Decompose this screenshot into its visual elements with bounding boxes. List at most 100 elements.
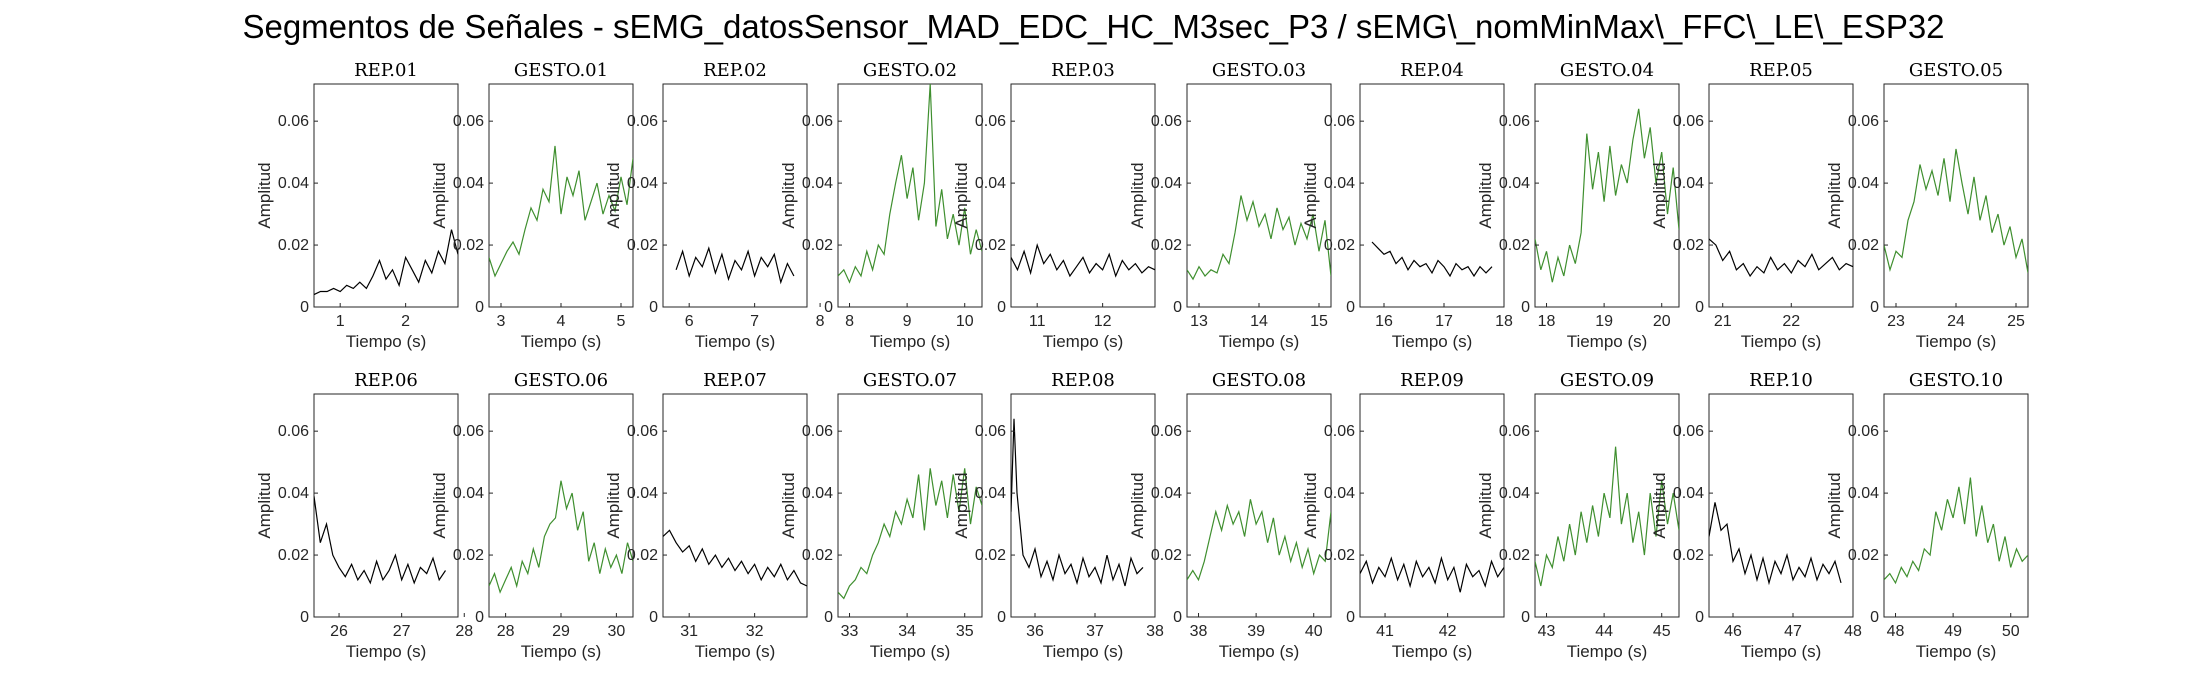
y-tick-label: 0.02: [802, 547, 833, 564]
y-tick-label: 0: [997, 609, 1006, 626]
y-tick-label: 0.06: [278, 113, 309, 130]
y-tick-label: 0.02: [1499, 547, 1530, 564]
y-axis-label: Amplitud: [779, 162, 798, 228]
y-tick-label: 0.06: [1848, 423, 1879, 440]
x-tick-label: 5: [617, 313, 626, 330]
subplot-gesto-09: 0 0.02 0.04 0.06 43 44 45 GESTO.09 Tiempo (s) Amp…: [1476, 370, 1680, 661]
y-tick-label: 0: [475, 609, 484, 626]
y-axis-label: Amplitud: [952, 472, 971, 538]
y-tick-label: 0.04: [1324, 175, 1355, 192]
y-tick-label: 0: [475, 299, 484, 316]
y-tick-label: 0.06: [453, 423, 484, 440]
y-tick-label: 0.02: [1151, 237, 1182, 254]
x-axis-label: Tiempo (s): [870, 332, 951, 351]
y-tick-label: 0.06: [1848, 113, 1879, 130]
signal-line: [489, 480, 633, 594]
axes-box: [488, 393, 634, 618]
y-tick-label: 0.02: [1151, 547, 1182, 564]
signal-line: [1187, 499, 1331, 582]
y-tick-label: 0.06: [802, 113, 833, 130]
subplot-title: GESTO.06: [514, 370, 608, 391]
y-tick-label: 0: [1695, 609, 1704, 626]
y-tick-label: 0.04: [453, 175, 484, 192]
signal-line: [1884, 477, 2028, 585]
x-tick-label: 16: [1375, 313, 1393, 330]
x-tick-label: 37: [1086, 623, 1104, 640]
y-tick-label: 0.06: [1673, 113, 1704, 130]
x-tick-label: 38: [1146, 623, 1164, 640]
y-tick-label: 0.04: [1848, 485, 1879, 502]
x-tick-label: 1: [336, 313, 345, 330]
axes-box: [1883, 83, 2029, 308]
x-tick-label: 28: [497, 623, 515, 640]
signal-line: [1884, 148, 2028, 274]
subplot-title: REP.06: [354, 370, 418, 391]
subplot-title: REP.07: [703, 370, 767, 391]
x-tick-label: 41: [1376, 623, 1394, 640]
y-tick-label: 0.04: [278, 175, 309, 192]
y-tick-label: 0: [824, 299, 833, 316]
y-axis-label: Amplitud: [1476, 162, 1495, 228]
y-tick-label: 0: [997, 299, 1006, 316]
y-tick-label: 0.04: [627, 485, 658, 502]
subplot-title: GESTO.01: [514, 60, 608, 81]
y-tick-label: 0.04: [627, 175, 658, 192]
x-tick-label: 18: [1538, 313, 1556, 330]
y-tick-label: 0.02: [627, 547, 658, 564]
x-tick-label: 12: [1094, 313, 1112, 330]
subplot-gesto-01: 0 0.02 0.04 0.06 3 4 5 GESTO.01 Tiempo (s) Amplit…: [430, 60, 634, 351]
signal-line: [1011, 242, 1155, 278]
subplot-title: REP.10: [1749, 370, 1813, 391]
y-tick-label: 0: [1173, 299, 1182, 316]
x-tick-label: 14: [1250, 313, 1268, 330]
subplot-title: GESTO.03: [1212, 60, 1306, 81]
y-tick-label: 0.06: [1499, 423, 1530, 440]
x-axis-label: Tiempo (s): [1043, 332, 1124, 351]
x-tick-label: 6: [685, 313, 694, 330]
x-axis-label: Tiempo (s): [1219, 332, 1300, 351]
y-tick-label: 0.02: [1848, 547, 1879, 564]
subplot-gesto-06: 0 0.02 0.04 0.06 28 29 30 GESTO.06 Tiempo (s) Amp…: [430, 370, 634, 661]
y-axis-label: Amplitud: [430, 472, 449, 538]
y-tick-label: 0.02: [1848, 237, 1879, 254]
y-tick-label: 0.04: [1673, 175, 1704, 192]
subplot-rep-07: 0 0.02 0.04 0.06 31 32 REP.07 Tiempo (s) Amplitu…: [604, 370, 808, 661]
y-tick-label: 0.06: [627, 113, 658, 130]
subplot-rep-03: 0 0.02 0.04 0.06 11 12 REP.03 Tiempo (s) Amplitu…: [952, 60, 1156, 351]
y-tick-label: 0.04: [802, 175, 833, 192]
x-tick-label: 3: [497, 313, 506, 330]
axes-box: [1359, 83, 1505, 308]
x-axis-label: Tiempo (s): [1741, 642, 1822, 661]
x-tick-label: 36: [1026, 623, 1044, 640]
x-tick-label: 8: [816, 313, 825, 330]
y-axis-label: Amplitud: [604, 472, 623, 538]
x-axis-label: Tiempo (s): [1741, 332, 1822, 351]
y-tick-label: 0.06: [453, 113, 484, 130]
subplot-title: REP.08: [1051, 370, 1115, 391]
axes-box: [1010, 393, 1156, 618]
axes-box: [1359, 393, 1505, 618]
x-axis-label: Tiempo (s): [1219, 642, 1300, 661]
axes-box: [1708, 83, 1854, 308]
y-tick-label: 0.02: [802, 237, 833, 254]
y-tick-label: 0.06: [802, 423, 833, 440]
figure-title: Segmentos de Señales - sEMG_datosSensor_…: [242, 8, 1945, 45]
y-tick-label: 0.02: [278, 547, 309, 564]
y-tick-label: 0.02: [278, 237, 309, 254]
x-tick-label: 20: [1653, 313, 1671, 330]
y-tick-label: 0: [1870, 299, 1879, 316]
x-tick-label: 32: [746, 623, 764, 640]
subplot-title: REP.09: [1400, 370, 1464, 391]
signal-line: [1535, 446, 1679, 587]
y-tick-label: 0: [1346, 609, 1355, 626]
x-axis-label: Tiempo (s): [695, 642, 776, 661]
y-tick-label: 0.06: [1324, 423, 1355, 440]
x-tick-label: 38: [1190, 623, 1208, 640]
y-tick-label: 0.06: [1673, 423, 1704, 440]
x-tick-label: 47: [1784, 623, 1802, 640]
y-tick-label: 0: [300, 609, 309, 626]
y-axis-label: Amplitud: [1301, 472, 1320, 538]
y-tick-label: 0.06: [1151, 423, 1182, 440]
x-tick-label: 33: [841, 623, 859, 640]
